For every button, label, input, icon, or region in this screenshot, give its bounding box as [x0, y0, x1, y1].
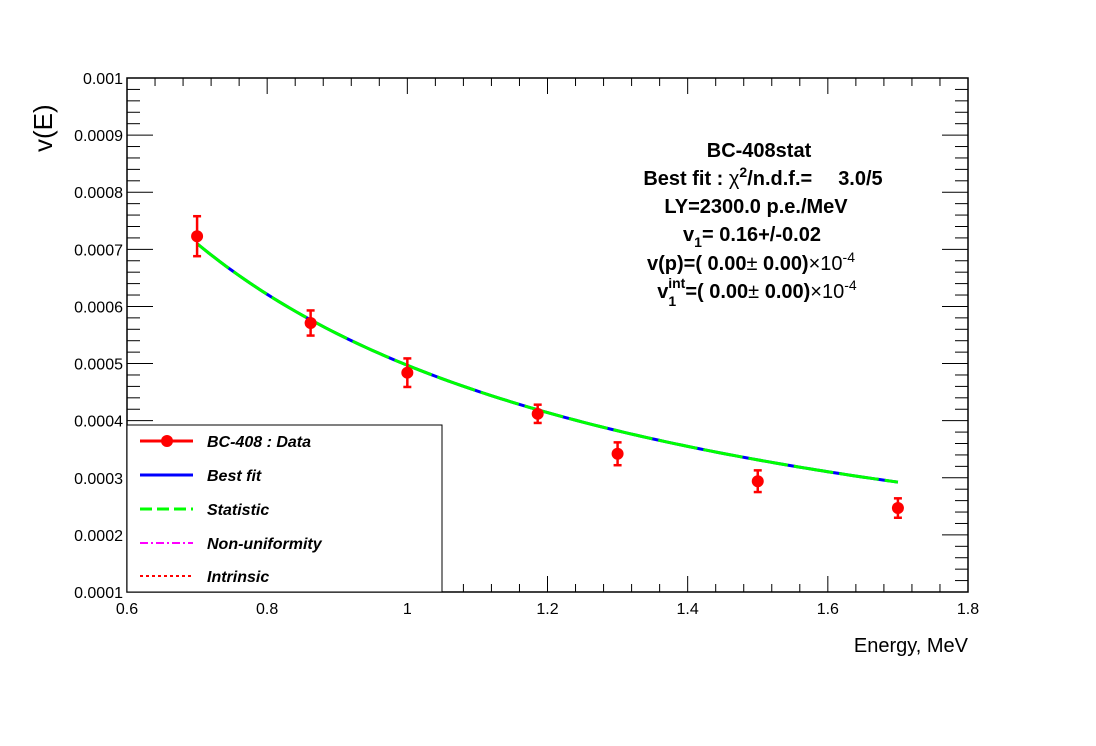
legend-label-intrinsic: Intrinsic — [207, 569, 269, 586]
y-tick-label: 0.0001 — [74, 585, 123, 602]
annotation-light-yield: LY=2300.0 p.e./MeV — [664, 196, 848, 218]
legend-entry-non-uniformity: Non-uniformity — [140, 536, 323, 553]
axes: 0.6 0.8 1 1.2 1.4 1.6 1.8 0.0001 0.0002 0.0003 0.0… — [74, 71, 979, 618]
y-tick-label: 0.0007 — [74, 242, 123, 259]
data-point — [401, 366, 414, 379]
legend-entry-intrinsic: Intrinsic — [140, 569, 269, 586]
y-axis-title: v(E) — [28, 104, 58, 152]
legend-label-statistic: Statistic — [207, 502, 269, 519]
y-tick-label: 0.001 — [83, 71, 123, 88]
legend-label-non-uniformity: Non-uniformity — [207, 536, 323, 553]
annotation-v1: v1= 0.16+/-0.02 — [683, 224, 821, 250]
fit-annotation: BC-408stat Best fit : χ2/n.d.f.= 3.0/5 LY… — [643, 140, 882, 309]
legend: BC-408 : Data Best fit Statistic Non-uni… — [126, 424, 443, 593]
data-point — [191, 230, 204, 243]
legend-swatch-data-marker — [161, 435, 173, 447]
y-tick-label: 0.0009 — [74, 128, 123, 145]
y-tick-label: 0.0006 — [74, 299, 123, 316]
y-tick-label: 0.0004 — [74, 414, 123, 431]
annotation-vp: v(p)=( 0.00± 0.00)×10-4 — [647, 249, 855, 275]
legend-label-data: BC-408 : Data — [207, 434, 311, 451]
legend-entry-best-fit: Best fit — [140, 468, 262, 485]
x-tick-label: 1.4 — [677, 601, 699, 618]
data-point — [611, 447, 624, 460]
y-tick-label: 0.0005 — [74, 357, 123, 374]
annotation-title: BC-408stat — [707, 140, 812, 162]
data-points — [191, 214, 904, 520]
x-tick-label: 1.8 — [957, 601, 979, 618]
y-tick-label: 0.0003 — [74, 471, 123, 488]
x-tick-label: 1.6 — [817, 601, 839, 618]
x-tick-label: 1 — [403, 601, 412, 618]
annotation-best-fit: Best fit : χ2/n.d.f.= 3.0/5 — [643, 164, 882, 190]
legend-label-best-fit: Best fit — [207, 468, 262, 485]
data-point — [751, 475, 764, 488]
data-point — [304, 317, 317, 330]
x-tick-label: 1.2 — [536, 601, 558, 618]
y-tick-label: 0.0008 — [74, 185, 123, 202]
data-point — [531, 407, 544, 420]
data-point — [891, 502, 904, 515]
y-tick-label: 0.0002 — [74, 528, 123, 545]
x-axis-title: Energy, MeV — [854, 635, 969, 657]
annotation-v1-int: v1int=( 0.00± 0.00)×10-4 — [657, 275, 857, 309]
x-tick-label: 0.8 — [256, 601, 278, 618]
legend-entry-data: BC-408 : Data — [140, 434, 311, 451]
x-tick-label: 0.6 — [116, 601, 138, 618]
legend-entry-statistic: Statistic — [140, 502, 269, 519]
